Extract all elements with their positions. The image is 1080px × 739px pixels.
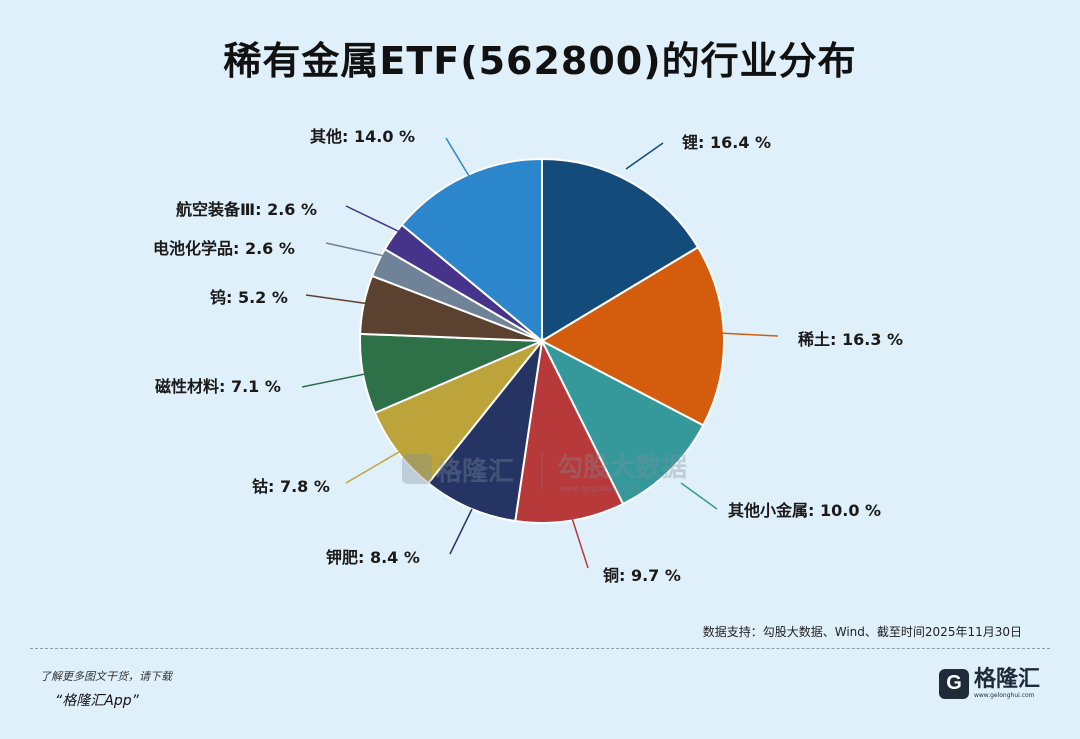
pie-slice xyxy=(539,245,726,427)
leader-line xyxy=(345,205,403,234)
logo-text: 格隆汇 xyxy=(973,667,1040,692)
pie-slices xyxy=(359,157,726,524)
watermark: 格隆汇 勾股大数据 www.gogudata.com xyxy=(402,452,687,493)
pie-slice xyxy=(514,337,625,524)
divider xyxy=(30,648,1050,649)
data-source: 数据支持：勾股大数据、Wind、截至时间2025年11月30日 xyxy=(702,625,1022,639)
footer-note: 了解更多图文干货，请下载 xyxy=(40,670,172,683)
leader-line xyxy=(325,242,390,258)
leader-line xyxy=(625,142,664,170)
chart-title: 稀有金属ETF(562800)的行业分布 xyxy=(223,39,857,83)
slice-label: 钴: 7.8 % xyxy=(252,477,330,496)
leader-lines xyxy=(301,137,779,569)
pie-slice xyxy=(400,157,543,344)
footer-logo: G 格隆汇 www.gelonghui.com xyxy=(938,667,1040,699)
watermark-name: 格隆汇 xyxy=(436,456,514,487)
watermark-logo-icon xyxy=(402,454,432,484)
leader-line xyxy=(571,517,589,569)
leader-line xyxy=(345,451,400,484)
leader-line xyxy=(680,482,718,510)
slice-label: 锂: 16.4 % xyxy=(682,133,771,152)
slice-label: 其他小金属: 10.0 % xyxy=(728,501,881,520)
slice-label: 航空装备Ⅲ: 2.6 % xyxy=(176,200,317,219)
slice-label: 电池化学品: 2.6 % xyxy=(153,239,295,258)
slice-label: 钾肥: 8.4 % xyxy=(326,548,420,567)
pie-slice xyxy=(426,337,544,523)
leader-line xyxy=(305,294,378,306)
slice-label: 钨: 5.2 % xyxy=(210,288,288,307)
logo-icon: G xyxy=(938,668,969,699)
logo-url: www.gelonghui.com xyxy=(973,692,1035,699)
watermark-url: www.gogudata.com xyxy=(560,484,639,493)
slice-label: 其他: 14.0 % xyxy=(310,127,415,146)
pie-slice xyxy=(541,157,700,343)
footer-app-name: “格隆汇App” xyxy=(55,693,139,709)
watermark-partner: 勾股大数据 xyxy=(557,453,687,483)
leader-line xyxy=(445,137,470,177)
slice-label: 铜: 9.7 % xyxy=(603,566,681,585)
leader-line xyxy=(301,372,371,388)
slice-label: 磁性材料: 7.1 % xyxy=(155,377,281,396)
pie-chart: 锂: 16.4 % 稀土: 16.3 % 其他小金属: 10.0 % 铜: 9.7 %… xyxy=(153,127,903,585)
leader-line xyxy=(449,508,473,555)
leader-line xyxy=(717,332,779,337)
slice-label: 稀土: 16.3 % xyxy=(798,330,903,349)
slice-labels: 锂: 16.4 % 稀土: 16.3 % 其他小金属: 10.0 % 铜: 9.7 %… xyxy=(153,127,903,585)
pie-slice xyxy=(539,338,705,506)
